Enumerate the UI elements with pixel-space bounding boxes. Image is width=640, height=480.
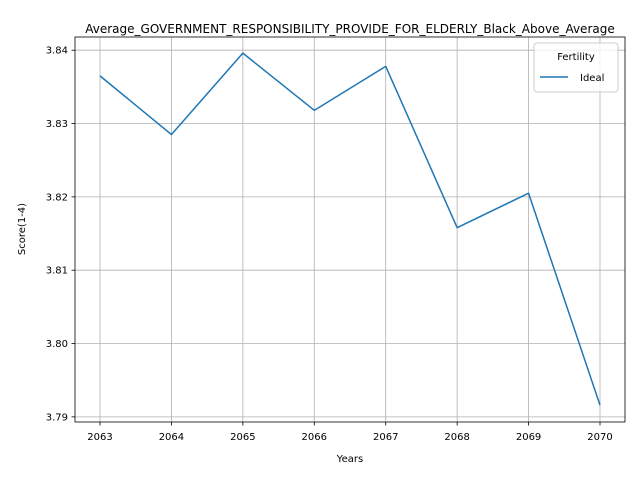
y-axis-title: Score(1-4) xyxy=(17,203,28,255)
y-tick-label: 3.79 xyxy=(46,412,68,423)
series-lines xyxy=(99,52,601,406)
x-tick-label: 2064 xyxy=(159,432,184,443)
x-axis-ticks: 2063 2064 2065 2066 2067 2068 2069 2070 xyxy=(87,422,613,443)
x-tick-label: 2068 xyxy=(444,432,469,443)
series-line-ideal xyxy=(99,52,601,406)
x-tick-label: 2067 xyxy=(373,432,398,443)
x-axis-title: Years xyxy=(336,454,363,465)
x-tick-label: 2065 xyxy=(230,432,255,443)
plot-area-frame xyxy=(74,36,626,423)
legend-title: Fertility xyxy=(557,52,595,63)
y-tick-label: 3.83 xyxy=(46,119,68,130)
x-tick-label: 2063 xyxy=(87,432,112,443)
y-tick-label: 3.84 xyxy=(46,46,68,57)
legend-box xyxy=(533,42,619,93)
y-tick-label: 3.81 xyxy=(46,266,68,277)
x-tick-label: 2070 xyxy=(587,432,612,443)
y-axis-ticks: 3.79 3.80 3.81 3.82 3.83 3.84 xyxy=(46,46,75,423)
legend: Fertility Ideal xyxy=(533,42,619,93)
chart-title: Average_GOVERNMENT_RESPONSIBILITY_PROVID… xyxy=(85,22,614,36)
x-tick-label: 2066 xyxy=(302,432,327,443)
x-tick-label: 2069 xyxy=(516,432,541,443)
y-tick-label: 3.82 xyxy=(46,192,68,203)
y-tick-label: 3.80 xyxy=(46,339,68,350)
legend-label-ideal: Ideal xyxy=(580,73,604,84)
grid-lines xyxy=(75,37,625,422)
